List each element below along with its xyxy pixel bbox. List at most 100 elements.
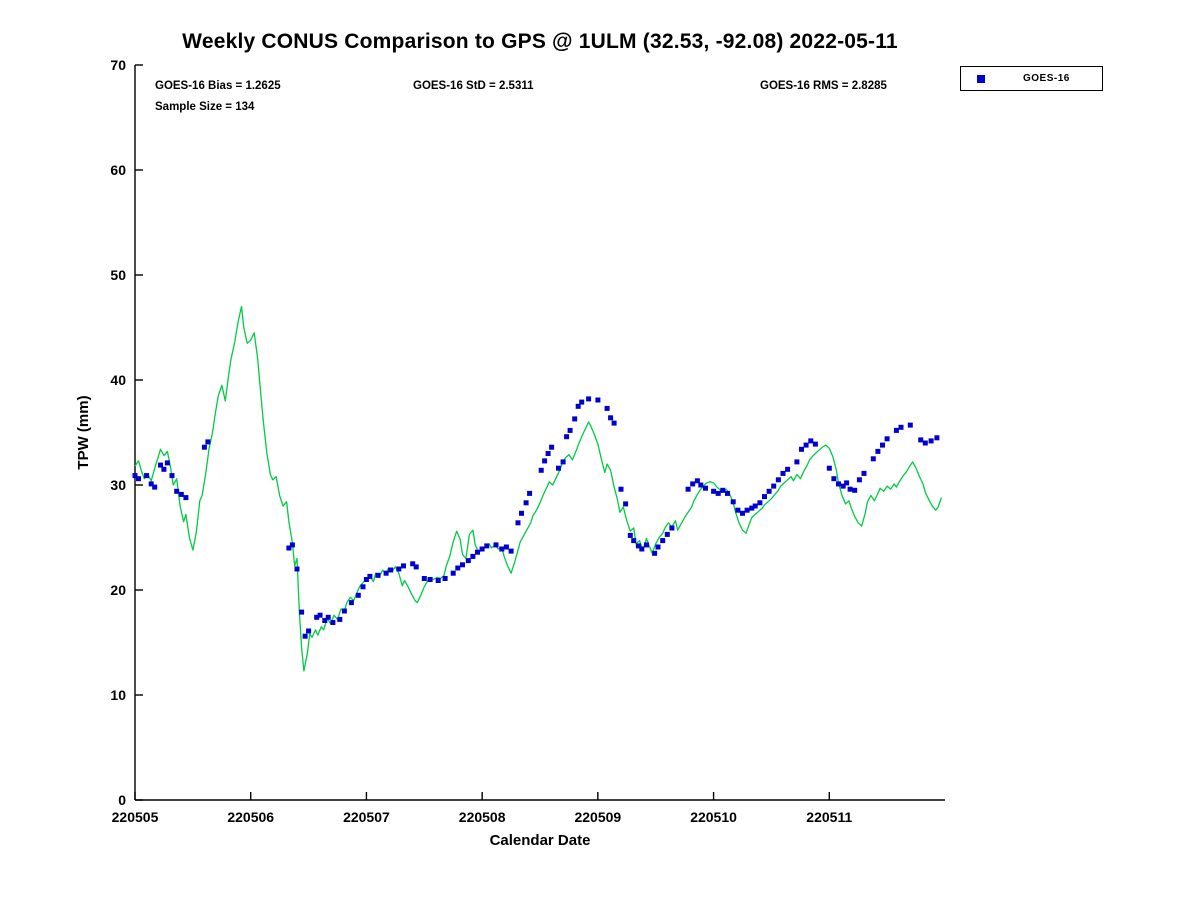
goes16-marker [527, 490, 533, 496]
goes16-marker [844, 480, 850, 486]
legend-goes16-label: GOES-16 [1023, 73, 1070, 84]
goes16-marker [861, 470, 867, 476]
goes16-marker [847, 486, 853, 492]
goes16-marker [325, 614, 331, 620]
goes16-marker [918, 437, 924, 443]
goes16-marker [330, 620, 336, 625]
goes16-marker [556, 465, 561, 471]
goes16-marker [201, 444, 207, 450]
goes16-marker [812, 441, 818, 447]
goes16-marker [299, 609, 305, 615]
goes16-marker [401, 563, 406, 569]
goes16-marker [567, 427, 573, 433]
goes16-marker [161, 466, 167, 472]
goes16-marker [286, 545, 292, 551]
goes16-marker [623, 501, 629, 507]
goes16-marker [735, 507, 741, 513]
goes16-marker [579, 399, 585, 405]
goes16-marker [183, 495, 189, 501]
x-tick-label: 220510 [690, 809, 737, 825]
goes16-marker [493, 542, 499, 548]
goes16-marker [880, 442, 885, 448]
goes16-marker [388, 567, 394, 573]
goes16-marker [884, 436, 890, 442]
goes16-marker [604, 405, 610, 411]
goes16-marker [479, 546, 485, 552]
goes16-marker [631, 538, 637, 544]
goes16-marker [762, 494, 767, 500]
goes16-marker [322, 618, 328, 623]
goes16-marker [711, 488, 717, 494]
goes16-marker [538, 467, 544, 473]
goes16-marker [771, 483, 777, 489]
goes16-marker [455, 565, 461, 571]
goes16-marker [136, 476, 141, 482]
y-tick-label: 0 [118, 792, 126, 808]
goes16-marker [893, 427, 899, 433]
goes16-marker [720, 487, 726, 493]
goes16-marker [870, 456, 876, 462]
goes16-marker [302, 633, 308, 639]
y-tick-label: 40 [110, 372, 126, 388]
x-tick-label: 220505 [112, 809, 159, 825]
goes16-marker [499, 546, 505, 552]
axes [134, 64, 945, 801]
y-tick-label: 50 [110, 267, 126, 283]
goes16-marker [475, 549, 480, 555]
goes16-marker [306, 628, 312, 634]
stat-std: GOES-16 StD = 2.5311 [413, 80, 534, 92]
x-tick-label: 220508 [459, 809, 506, 825]
goes16-marker [856, 477, 862, 483]
goes16-marker [660, 538, 666, 544]
x-tick-label: 220509 [574, 809, 621, 825]
goes16-marker [794, 459, 800, 465]
goes16-marker [484, 543, 490, 549]
goes16-marker [523, 500, 529, 506]
goes16-marker [178, 491, 184, 497]
goes16-marker [421, 576, 427, 581]
goes16-marker [575, 403, 581, 409]
goes16-marker [655, 544, 661, 550]
goes16-marker [542, 458, 548, 464]
y-tick-label: 70 [110, 57, 126, 73]
goes16-marker [831, 476, 837, 482]
goes16-marker [639, 546, 645, 552]
x-tick-label: 220511 [806, 809, 852, 825]
goes16-markers [132, 396, 940, 639]
goes16-marker [355, 592, 361, 598]
goes16-marker [442, 576, 448, 581]
goes16-marker [799, 446, 804, 452]
goes16-marker [519, 510, 524, 516]
goes16-marker [780, 470, 786, 476]
chart-title: Weekly CONUS Comparison to GPS @ 1ULM (3… [182, 30, 898, 53]
tick-labels: 220505 220506 220507 220508 220509 220510 2205… [110, 57, 852, 825]
goes16-marker [152, 484, 158, 490]
goes16-marker [664, 531, 670, 537]
goes16-marker [635, 543, 641, 549]
goes16-marker [618, 486, 624, 492]
goes16-marker [669, 525, 675, 531]
goes16-marker [508, 548, 514, 554]
goes16-marker [144, 473, 150, 479]
legend: GOES-16 [960, 66, 1103, 91]
goes16-marker [644, 542, 649, 548]
goes16-marker [749, 505, 755, 511]
goes16-marker [826, 465, 832, 471]
goes16-marker [314, 614, 320, 620]
goes16-marker [148, 481, 154, 487]
goes16-marker [934, 435, 940, 441]
goes16-marker [435, 578, 441, 583]
goes16-marker [341, 608, 347, 614]
goes16-marker [922, 440, 928, 446]
goes16-marker [690, 481, 696, 487]
goes16-marker [595, 397, 601, 403]
goes16-marker [586, 396, 592, 402]
goes16-marker [840, 483, 846, 489]
goes16-marker [744, 507, 750, 513]
goes16-marker [757, 500, 763, 506]
goes16-legend-marker-icon [977, 74, 985, 83]
goes16-marker [685, 486, 691, 492]
goes16-marker [174, 488, 180, 494]
